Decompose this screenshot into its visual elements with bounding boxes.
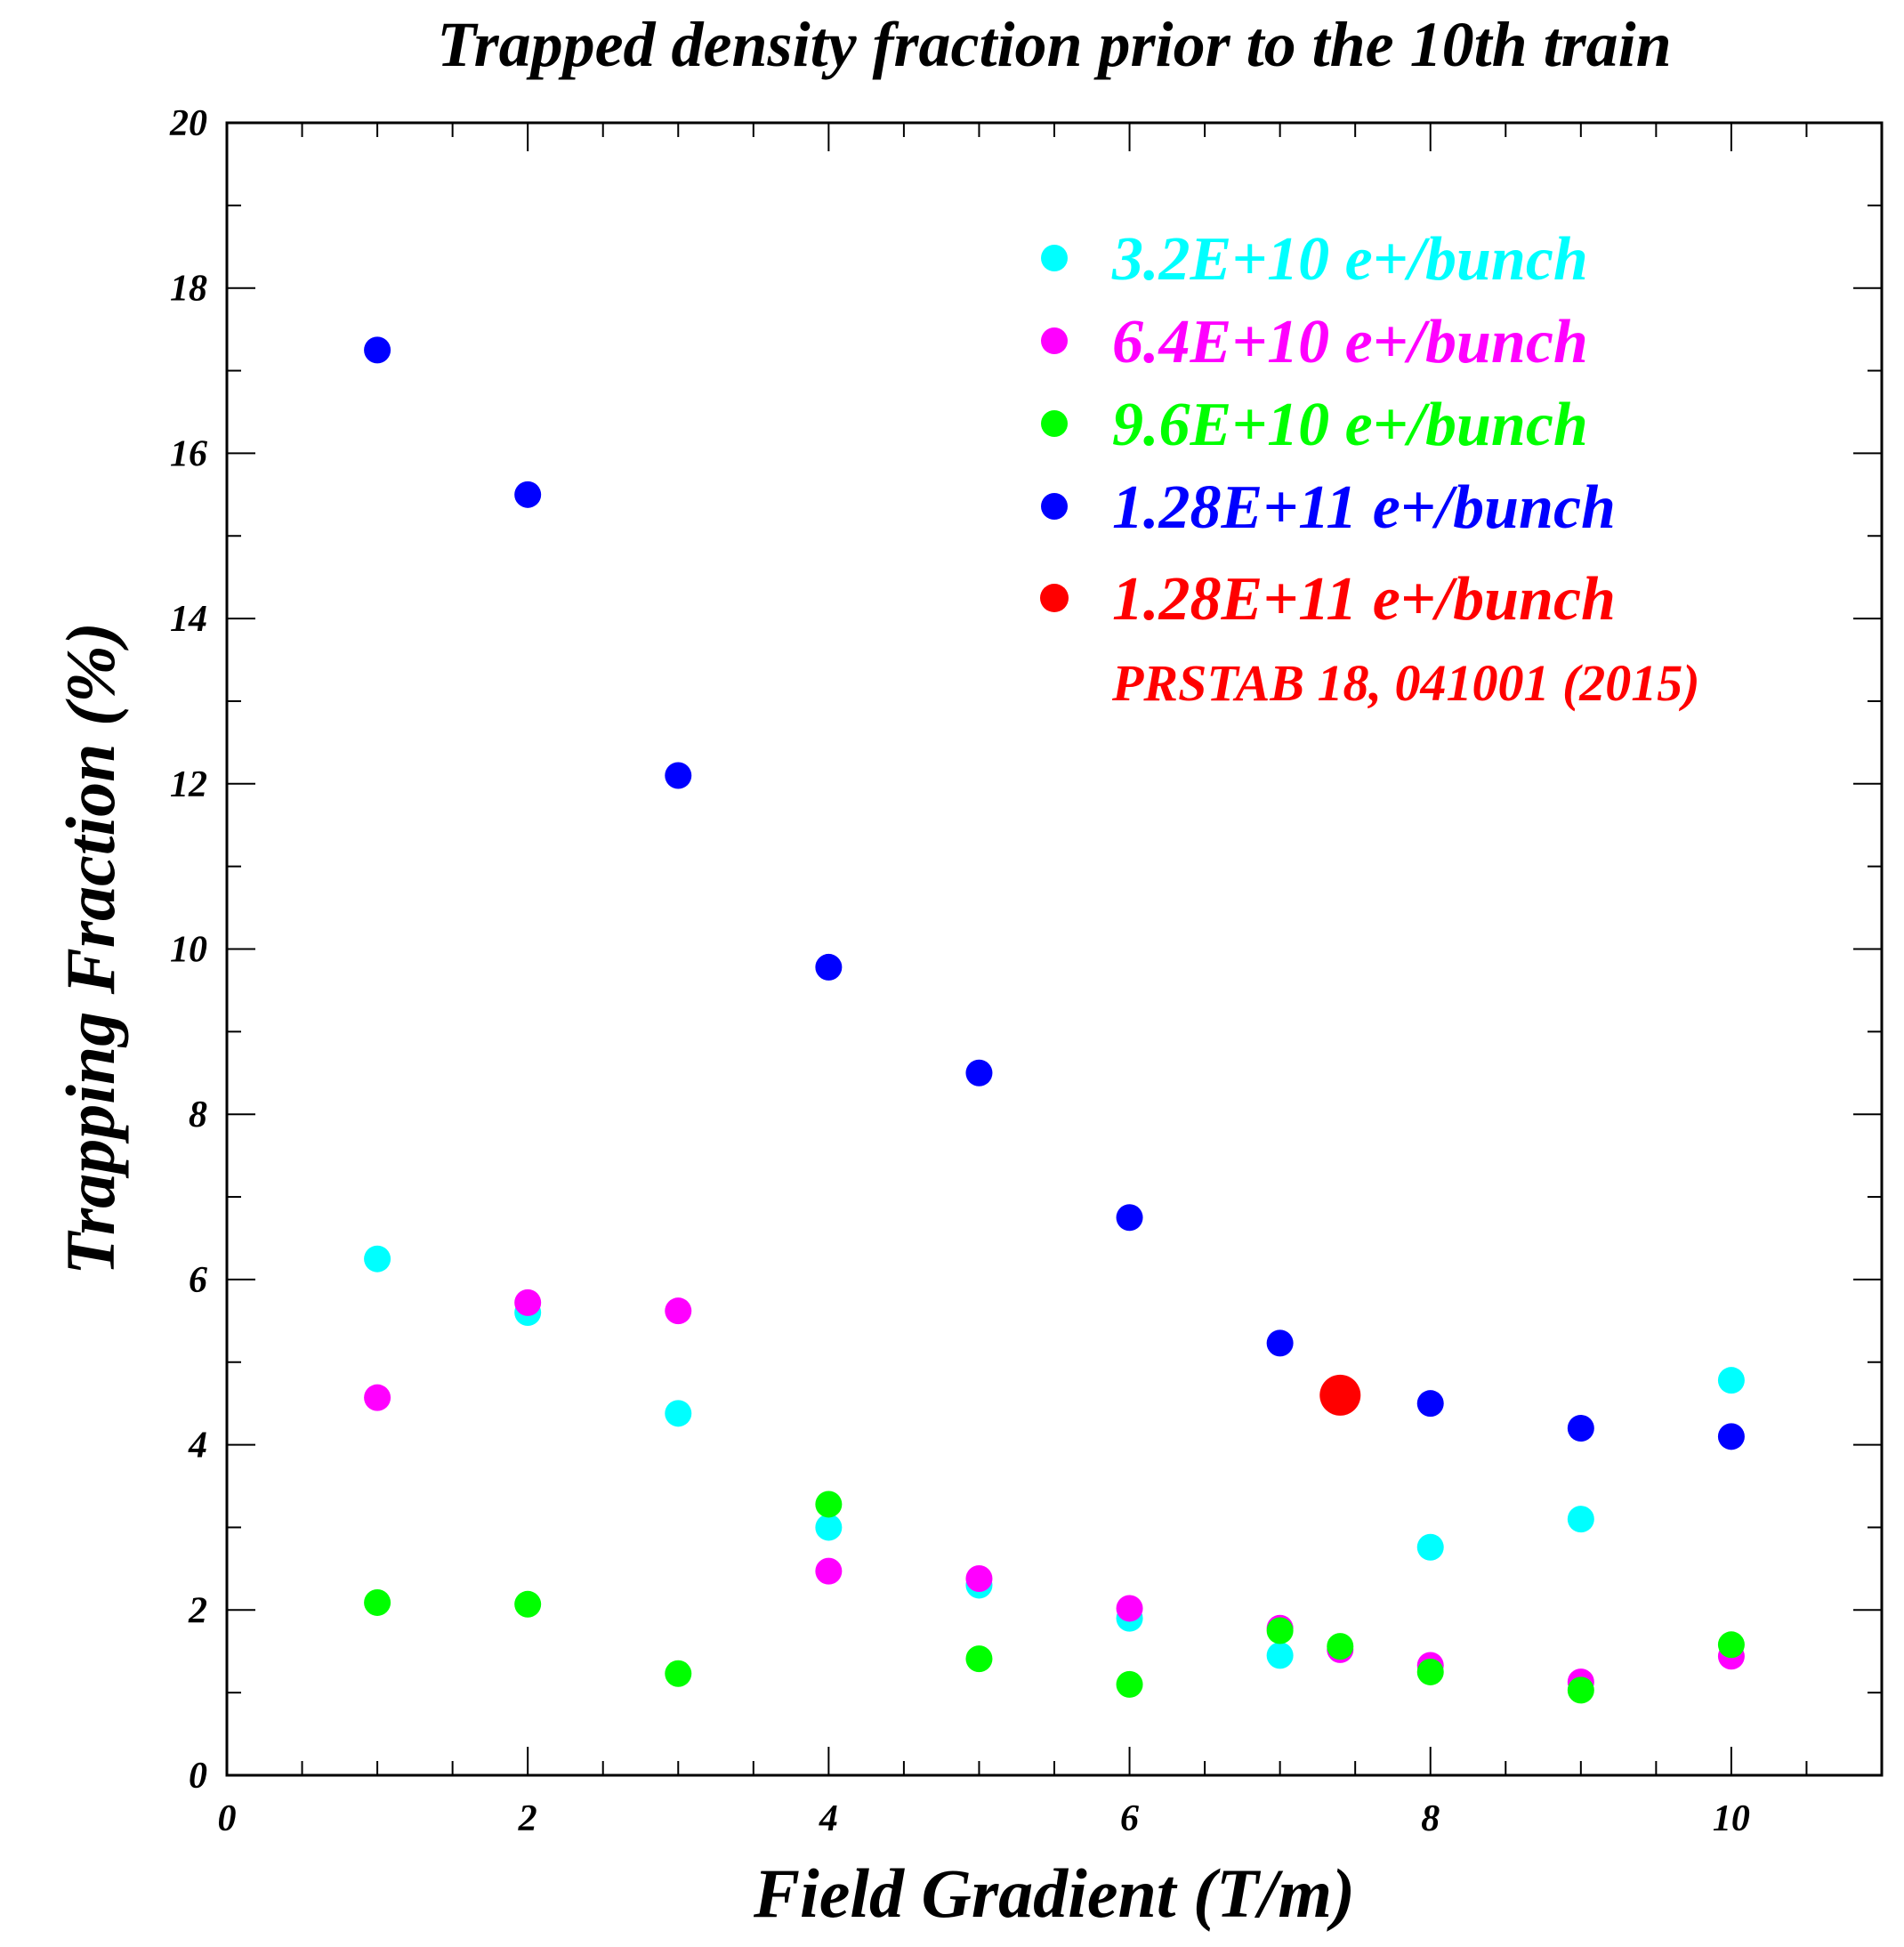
chart-title: Trapped density fraction prior to the 10… bbox=[437, 9, 1671, 80]
y-tick-label: 2 bbox=[188, 1590, 207, 1631]
data-point bbox=[815, 1514, 843, 1541]
legend: 3.2E+10 e+/bunch 6.4E+10 e+/bunch 9.6E+10 … bbox=[1040, 225, 1700, 712]
legend-label: 1.28E+11 e+/bunch bbox=[1112, 473, 1616, 542]
y-axis-title: Trapping Fraction (%) bbox=[52, 622, 129, 1275]
data-point bbox=[1116, 1595, 1143, 1622]
data-point bbox=[1717, 1367, 1745, 1394]
data-point bbox=[1717, 1423, 1745, 1450]
y-tick-label: 4 bbox=[188, 1426, 207, 1466]
data-point bbox=[815, 953, 843, 981]
x-tick-label: 6 bbox=[1120, 1798, 1139, 1839]
legend-marker bbox=[1041, 493, 1068, 520]
data-point bbox=[1416, 1390, 1444, 1418]
data-point bbox=[1567, 1415, 1594, 1442]
y-tick-label: 6 bbox=[189, 1260, 207, 1301]
legend-label: 9.6E+10 e+/bunch bbox=[1112, 391, 1588, 459]
y-tick-label: 10 bbox=[170, 930, 207, 971]
legend-marker bbox=[1041, 245, 1068, 271]
data-point bbox=[1416, 1533, 1444, 1561]
data-point bbox=[1567, 1506, 1594, 1533]
x-axis-title: Field Gradient (T/m) bbox=[753, 1854, 1355, 1932]
legend-reference: PRSTAB 18, 041001 (2015) bbox=[1111, 654, 1700, 712]
x-tick-label: 10 bbox=[1713, 1798, 1750, 1839]
x-axis-ticks bbox=[226, 123, 1883, 1775]
data-points bbox=[364, 336, 1745, 1704]
data-point bbox=[514, 481, 542, 508]
x-axis-tick-labels: 0 2 4 6 8 10 bbox=[218, 1798, 1750, 1839]
data-point bbox=[1266, 1617, 1294, 1644]
data-point bbox=[665, 1297, 692, 1325]
data-point bbox=[364, 1588, 391, 1616]
x-tick-label: 0 bbox=[218, 1798, 237, 1839]
data-point bbox=[1116, 1204, 1143, 1232]
data-point bbox=[1717, 1631, 1745, 1659]
y-tick-label: 20 bbox=[169, 103, 207, 144]
x-tick-label: 2 bbox=[518, 1798, 537, 1839]
data-point bbox=[965, 1645, 993, 1673]
legend-label: 6.4E+10 e+/bunch bbox=[1112, 308, 1588, 376]
plot-area bbox=[225, 121, 1884, 1777]
legend-label: 3.2E+10 e+/bunch bbox=[1111, 225, 1588, 294]
data-point bbox=[1266, 1642, 1294, 1669]
data-point bbox=[815, 1491, 843, 1518]
y-tick-label: 0 bbox=[189, 1756, 207, 1797]
legend-marker bbox=[1041, 327, 1068, 354]
data-point bbox=[665, 1400, 692, 1427]
data-point bbox=[1416, 1658, 1444, 1685]
data-point bbox=[965, 1565, 993, 1593]
legend-marker bbox=[1041, 410, 1068, 437]
data-point bbox=[1266, 1329, 1294, 1357]
data-point bbox=[514, 1289, 542, 1316]
data-point bbox=[965, 1059, 993, 1087]
y-tick-label: 8 bbox=[189, 1095, 207, 1135]
y-tick-label: 12 bbox=[170, 764, 207, 805]
data-point bbox=[665, 1660, 692, 1687]
y-axis-tick-labels: 0 2 4 6 8 10 12 14 16 18 20 bbox=[169, 103, 207, 1797]
y-tick-label: 14 bbox=[170, 599, 207, 640]
data-point bbox=[1116, 1670, 1143, 1698]
data-point bbox=[514, 1590, 542, 1618]
y-tick-label: 18 bbox=[170, 269, 207, 310]
x-tick-label: 8 bbox=[1421, 1798, 1440, 1839]
data-point bbox=[815, 1557, 843, 1585]
data-point bbox=[364, 1384, 391, 1411]
data-point bbox=[364, 1245, 391, 1272]
x-tick-label: 4 bbox=[819, 1798, 838, 1839]
legend-marker bbox=[1040, 584, 1069, 612]
data-point bbox=[1319, 1374, 1361, 1416]
data-point bbox=[1567, 1676, 1594, 1704]
y-tick-label: 16 bbox=[170, 433, 207, 474]
data-point bbox=[665, 762, 692, 789]
data-point bbox=[364, 336, 391, 364]
data-point bbox=[1327, 1633, 1354, 1660]
y-axis-ticks bbox=[227, 122, 1882, 1776]
legend-label: 1.28E+11 e+/bunch bbox=[1112, 565, 1616, 634]
